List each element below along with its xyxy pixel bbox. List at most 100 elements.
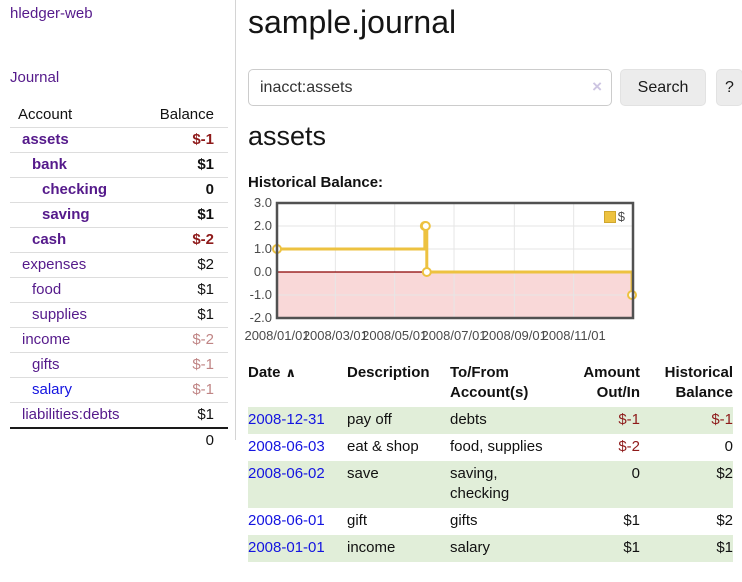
register-header-amount: Amount Out/In xyxy=(583,364,640,401)
sidebar-account-link[interactable]: saving xyxy=(42,206,90,223)
chart-y-tick-label: -2.0 xyxy=(249,310,272,325)
account-heading: assets xyxy=(248,121,327,151)
chart-x-tick-label: 2008/07/01 xyxy=(421,328,487,343)
transaction-balance: $2 xyxy=(716,465,733,482)
chart-y-tick-label: 0.0 xyxy=(253,264,272,279)
account-row: supplies $1 xyxy=(10,302,228,328)
sidebar-account-link[interactable]: income xyxy=(22,331,71,348)
sidebar-account-link[interactable]: assets xyxy=(22,131,69,148)
register-body: 2008-12-31 pay off debts $-1 $-1 2008-06-03 ea… xyxy=(248,407,733,562)
search-input[interactable] xyxy=(248,69,612,106)
chart-x-tick-label: 2008/01/01 xyxy=(244,328,310,343)
chart-legend: $ xyxy=(603,209,625,224)
sidebar-account-balance: 0 xyxy=(205,181,214,198)
sidebar-account-balance: $1 xyxy=(197,306,214,323)
transaction-date-link[interactable]: 2008-01-01 xyxy=(248,539,325,556)
transaction-description: gift xyxy=(347,512,368,529)
help-button[interactable]: ? xyxy=(716,69,742,106)
transaction-amount: $-2 xyxy=(618,438,640,455)
transaction-accounts: saving, checking xyxy=(450,465,510,502)
accounts-total-balance: 0 xyxy=(205,432,214,449)
register-table: Date ∧ Description To/From Account(s) Amo… xyxy=(248,361,733,562)
legend-swatch-icon xyxy=(603,210,616,223)
accounts-header-balance: Balance xyxy=(159,106,214,123)
chart-y-tick-label: 3.0 xyxy=(253,195,272,210)
account-row: income $-2 xyxy=(10,327,228,353)
transaction-balance: 0 xyxy=(724,438,733,455)
chart-y-tick-label: 2.0 xyxy=(253,218,272,233)
register-row: 2008-06-01 gift gifts $1 $2 xyxy=(248,508,733,535)
accounts-header-row: Account Balance xyxy=(10,103,228,128)
register-row: 2008-12-31 pay off debts $-1 $-1 xyxy=(248,407,733,434)
chart-title: Historical Balance: xyxy=(248,174,384,191)
sort-asc-icon: ∧ xyxy=(285,365,297,380)
sidebar-account-link[interactable]: cash xyxy=(32,231,67,248)
sidebar-account-balance: $2 xyxy=(197,256,214,273)
accounts-body: assets $-1 bank $1 checking 0 saving $1 cash $-2 e… xyxy=(10,127,228,429)
account-row: gifts $-1 xyxy=(10,352,228,378)
transaction-balance: $2 xyxy=(716,512,733,529)
transaction-date-link[interactable]: 2008-12-31 xyxy=(248,411,325,428)
account-row: saving $1 xyxy=(10,202,228,228)
sidebar-account-link[interactable]: checking xyxy=(42,181,108,198)
transaction-amount: $1 xyxy=(623,512,640,529)
search-clear-icon[interactable]: × xyxy=(592,77,602,96)
transaction-description: pay off xyxy=(347,411,392,428)
transaction-amount: 0 xyxy=(631,465,640,482)
account-row: expenses $2 xyxy=(10,252,228,278)
transaction-accounts: salary xyxy=(450,539,491,556)
sidebar-account-balance: $-2 xyxy=(192,231,214,248)
chart-x-tick-label: 2008/11/01 xyxy=(541,328,606,343)
account-row: cash $-2 xyxy=(10,227,228,253)
transaction-balance: $1 xyxy=(716,539,733,556)
search-button[interactable]: Search xyxy=(620,69,706,106)
sidebar-account-link[interactable]: expenses xyxy=(22,256,87,273)
transaction-amount: $1 xyxy=(623,539,640,556)
chart-x-tick-label: 2008/05/01 xyxy=(362,328,428,343)
sidebar-account-balance: $-1 xyxy=(192,356,214,373)
transaction-date-link[interactable]: 2008-06-03 xyxy=(248,438,325,455)
account-row: food $1 xyxy=(10,277,228,303)
accounts-sidebar: Account Balance assets $-1 bank $1 checking 0… xyxy=(10,103,228,453)
sidebar-account-balance: $-1 xyxy=(192,131,214,148)
nav-journal-link[interactable]: Journal xyxy=(10,69,60,86)
sidebar-account-link[interactable]: supplies xyxy=(32,306,88,323)
chart-y-tick-label: -1.0 xyxy=(249,287,272,302)
register-row: 2008-06-02 save saving, checking 0 $2 xyxy=(248,461,733,508)
transaction-accounts: gifts xyxy=(450,512,478,529)
accounts-total-spacer xyxy=(10,428,139,453)
balance-chart: 3.0 2.0 1.0 0.0 -1.0 -2.0 2008/01/01 2008/03/01… xyxy=(240,195,660,348)
sidebar-account-balance: $1 xyxy=(197,206,214,223)
sidebar-account-link[interactable]: food xyxy=(32,281,62,298)
transaction-description: save xyxy=(347,465,379,482)
page-title: sample.journal xyxy=(248,4,457,40)
sidebar-account-link[interactable]: bank xyxy=(32,156,68,173)
sidebar-account-link[interactable]: gifts xyxy=(32,356,60,373)
register-header-accounts: To/From Account(s) xyxy=(450,364,529,401)
transaction-description: eat & shop xyxy=(347,438,419,455)
sidebar-account-balance: $1 xyxy=(197,281,214,298)
app-brand-link[interactable]: hledger-web xyxy=(10,5,93,22)
chart-y-tick-label: 1.0 xyxy=(253,241,272,256)
transaction-accounts: debts xyxy=(450,411,487,428)
transaction-description: income xyxy=(347,539,396,556)
register-row: 2008-06-03 eat & shop food, supplies $-2 0 xyxy=(248,434,733,461)
chart-x-tick-label: 2008/09/01 xyxy=(481,328,547,343)
transaction-date-link[interactable]: 2008-06-02 xyxy=(248,465,325,482)
sidebar-divider xyxy=(235,0,236,440)
sidebar-account-link[interactable]: liabilities:debts xyxy=(22,406,120,423)
transaction-amount: $-1 xyxy=(618,411,640,428)
account-row: liabilities:debts $1 xyxy=(10,402,228,429)
register-header-balance: Historical Balance xyxy=(664,364,733,401)
sidebar-account-balance: $1 xyxy=(197,156,214,173)
legend-label: $ xyxy=(617,209,625,224)
account-row: bank $1 xyxy=(10,152,228,178)
transaction-date-link[interactable]: 2008-06-01 xyxy=(248,512,325,529)
chart-x-tick-label: 2008/03/01 xyxy=(302,328,368,343)
sidebar-account-link[interactable]: salary xyxy=(32,381,73,398)
register-header-row: Date ∧ Description To/From Account(s) Amo… xyxy=(248,361,733,407)
accounts-total-row: 0 xyxy=(10,428,228,453)
account-row: assets $-1 xyxy=(10,127,228,153)
register-header-date[interactable]: Date ∧ xyxy=(248,364,297,381)
register-row: 2008-01-01 income salary $1 $1 xyxy=(248,535,733,562)
